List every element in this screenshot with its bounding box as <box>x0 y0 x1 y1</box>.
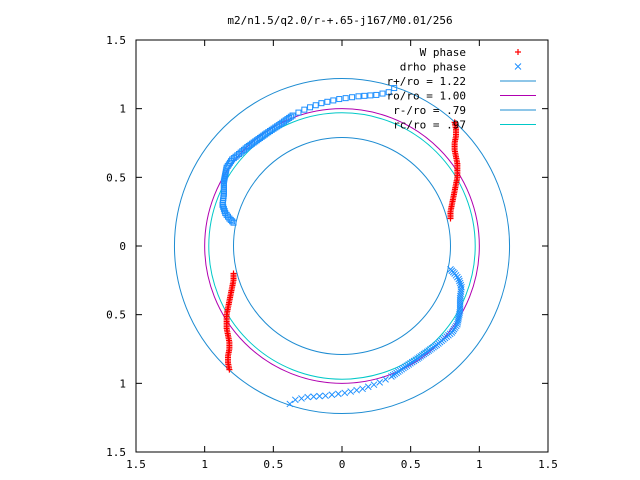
drho-phase-point <box>355 93 362 100</box>
drho-phase-point <box>370 381 378 389</box>
drho-phase-point <box>455 275 463 283</box>
legend-label: W phase <box>420 46 466 59</box>
y-tick-label: 1 <box>119 103 126 116</box>
x-tick-label: 1 <box>201 458 208 471</box>
drho-phase-point <box>336 96 343 103</box>
x-tick-label: 1.5 <box>538 458 558 471</box>
y-tick-label: 1.5 <box>106 34 126 47</box>
drho-phase-point <box>385 89 392 96</box>
drho-phase-point <box>316 392 323 400</box>
drho-phase-point <box>455 313 463 320</box>
y-tick-label: 1 <box>119 377 126 390</box>
drho-phase-point <box>328 391 336 399</box>
y-tick-label: 0.5 <box>106 309 126 322</box>
x-tick-label: 0 <box>339 458 346 471</box>
drho-phase-point <box>312 102 319 109</box>
w-phase-point <box>226 366 233 373</box>
legend-label: drho phase <box>400 61 466 74</box>
drho-phase-point <box>454 318 462 326</box>
w-phase-point <box>515 49 521 55</box>
x-tick-label: 0.5 <box>263 458 283 471</box>
drho-phase-point <box>291 396 299 404</box>
drho-phase-point <box>455 315 462 322</box>
drho-phase-point <box>341 389 349 397</box>
reference-circle <box>173 77 511 415</box>
legend-label: rc/ro = .97 <box>393 119 466 132</box>
chart-title: m2/n1.5/q2.0/r-+.65-j167/M0.01/256 <box>227 14 452 27</box>
axis-ticks: 1.5 1 0.5 0 0.5 1 1.51.510.500.511.5 <box>106 34 558 471</box>
legend-label: r+/ro = 1.22 <box>387 75 466 88</box>
drho-phase-point <box>289 112 296 119</box>
drho-phase-point <box>391 85 398 92</box>
x-tick-label: 1 <box>476 458 483 471</box>
drho-phase-point <box>382 376 389 383</box>
drho-phase-point <box>456 309 464 316</box>
y-tick-label: 1.5 <box>106 446 126 459</box>
drho-phase-point <box>367 92 374 99</box>
drho-phase-point <box>287 113 294 120</box>
drho-phase-point <box>324 98 331 105</box>
drho-phase-point <box>318 100 325 107</box>
drho-phase-point <box>361 92 368 99</box>
drho-phase-point <box>310 393 317 400</box>
drho-phase-point <box>456 279 464 287</box>
drho-phase-point <box>456 277 463 285</box>
drho-phase-point <box>322 392 329 400</box>
x-tick-label: 1.5 <box>126 458 146 471</box>
reference-circles <box>173 77 511 415</box>
legend-label: r-/ro = .79 <box>393 104 466 117</box>
drho-phase-point <box>455 311 463 318</box>
y-tick-label: 0.5 <box>106 171 126 184</box>
x-tick-label: 0.5 <box>401 458 421 471</box>
drho-phase-point <box>379 90 386 97</box>
drho-phase-point <box>514 63 522 70</box>
drho-phase-point <box>330 97 337 104</box>
drho-phase-point <box>301 106 308 113</box>
drho-phase-point <box>298 395 305 402</box>
drho-phase-point <box>456 307 464 314</box>
drho-phase-point <box>373 91 380 98</box>
reference-circle <box>204 108 480 384</box>
drho-phase-point <box>353 386 361 394</box>
legend-label: ro/ro = 1.00 <box>387 90 466 103</box>
drho-phase-point <box>376 378 384 386</box>
w-phase-point <box>451 119 458 126</box>
drho-phase-point <box>364 383 372 391</box>
drho-phase-point <box>307 104 314 111</box>
drho-phase-point <box>388 373 395 380</box>
drho-phase-point <box>304 393 312 401</box>
phase-points <box>219 85 465 408</box>
drho-phase-point <box>347 388 355 395</box>
reference-circle <box>208 112 476 380</box>
drho-phase-point <box>295 109 302 116</box>
y-tick-label: 0 <box>119 240 126 253</box>
drho-phase-point <box>349 94 356 101</box>
drho-phase-point <box>359 385 366 393</box>
reference-circle <box>233 137 451 355</box>
drho-phase-point <box>454 317 462 324</box>
drho-phase-point <box>342 95 349 102</box>
drho-phase-point <box>286 400 294 408</box>
drho-phase-point <box>334 390 342 398</box>
